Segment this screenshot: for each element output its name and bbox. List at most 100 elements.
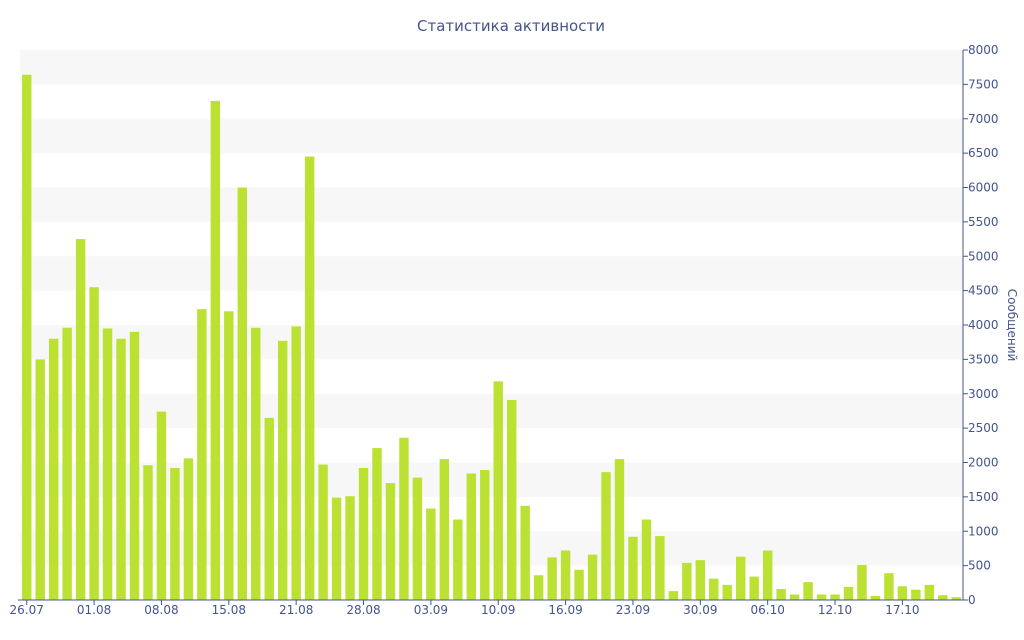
bar [129,331,140,601]
grid-band [20,325,963,360]
bar [493,381,503,601]
y-axis: 0 500 1000 1500 2000 2500 3000 3500 4000 4500 5000… [962,43,999,607]
bar [789,594,800,600]
bar [372,448,382,600]
bar [506,399,517,600]
y-tick-label: 500 [968,559,991,573]
y-tick-label: 2500 [968,421,999,435]
x-tick-label: 26.07 [10,603,44,617]
bar [62,327,72,600]
grid-band [20,256,963,291]
x-tick-label: 16.09 [548,603,582,617]
y-tick-label: 3500 [968,352,999,366]
bar [709,578,719,600]
grid-band [20,187,963,222]
bar [170,468,180,600]
bar [816,594,827,600]
y-tick-label: 0 [968,593,976,607]
bar [331,497,342,600]
bar [695,560,706,601]
y-tick-label: 8000 [968,43,999,57]
bar [156,411,167,601]
y-tick-label: 3000 [968,387,999,401]
bar [951,597,961,600]
bar [22,74,32,600]
bar [884,573,894,600]
bar [749,576,759,601]
bar [574,569,584,600]
y-tick-label: 6500 [968,146,999,160]
grid-band [20,393,963,429]
y-tick-label: 2000 [968,456,999,470]
bar [264,417,274,600]
bars [22,74,961,601]
bar [911,589,921,600]
y-tick-label: 1000 [968,524,999,538]
bar [197,309,207,600]
y-tick-label: 7000 [968,112,999,126]
chart-title: Статистика активности [417,17,605,35]
x-tick-label: 17.10 [885,603,919,617]
bar [830,594,840,600]
bar [277,340,288,600]
x-tick-label: 10.09 [481,603,515,617]
y-tick-label: 4000 [968,318,999,332]
y-axis-label: Сообщений [1005,289,1019,362]
bar [601,472,611,601]
bar [547,557,557,601]
bar [924,584,935,601]
bar [210,100,221,601]
bar [722,584,732,601]
bar [803,582,813,601]
bar [385,483,396,601]
x-tick-label: 12.10 [818,603,852,617]
bar [762,550,773,600]
x-tick-label: 01.08 [77,603,111,617]
y-tick-label: 4500 [968,284,999,298]
bar [614,459,625,600]
bar [412,477,423,601]
y-tick-label: 1500 [968,490,999,504]
x-tick-label: 15.08 [212,603,246,617]
x-tick-label: 06.10 [750,603,784,617]
bar [870,595,881,601]
bar [736,556,746,600]
bar [237,187,247,600]
bar [453,519,463,600]
bar [143,465,153,600]
x-tick-label: 30.09 [683,603,717,617]
bar [304,156,315,600]
y-tick-label: 5000 [968,249,999,263]
bar [560,550,571,600]
bar [776,589,786,600]
y-tick-label: 5500 [968,215,999,229]
y-tick-label: 6000 [968,181,999,195]
bar [48,338,59,600]
bar [668,591,679,600]
bar [480,470,490,600]
bar [399,437,409,600]
grid-bands [20,50,963,566]
x-tick-label: 08.08 [144,603,178,617]
bar [116,338,126,600]
bar [251,327,261,600]
bar [183,458,194,601]
bar [533,575,544,600]
bar [628,536,638,600]
grid-band [20,118,963,154]
x-tick-label: 28.08 [346,603,380,617]
x-tick-label: 03.09 [414,603,448,617]
bar [641,519,652,600]
bar [102,328,113,600]
bar [587,554,598,601]
bar [89,287,99,600]
bar [345,496,355,600]
bar [318,464,328,600]
bar [224,311,234,600]
y-tick-label: 7500 [968,77,999,91]
grid-band [20,50,963,85]
bar [75,239,86,600]
x-axis: 26.07 01.08 08.08 15.08 21.08 28.08 03.09 10.09… [10,599,963,617]
